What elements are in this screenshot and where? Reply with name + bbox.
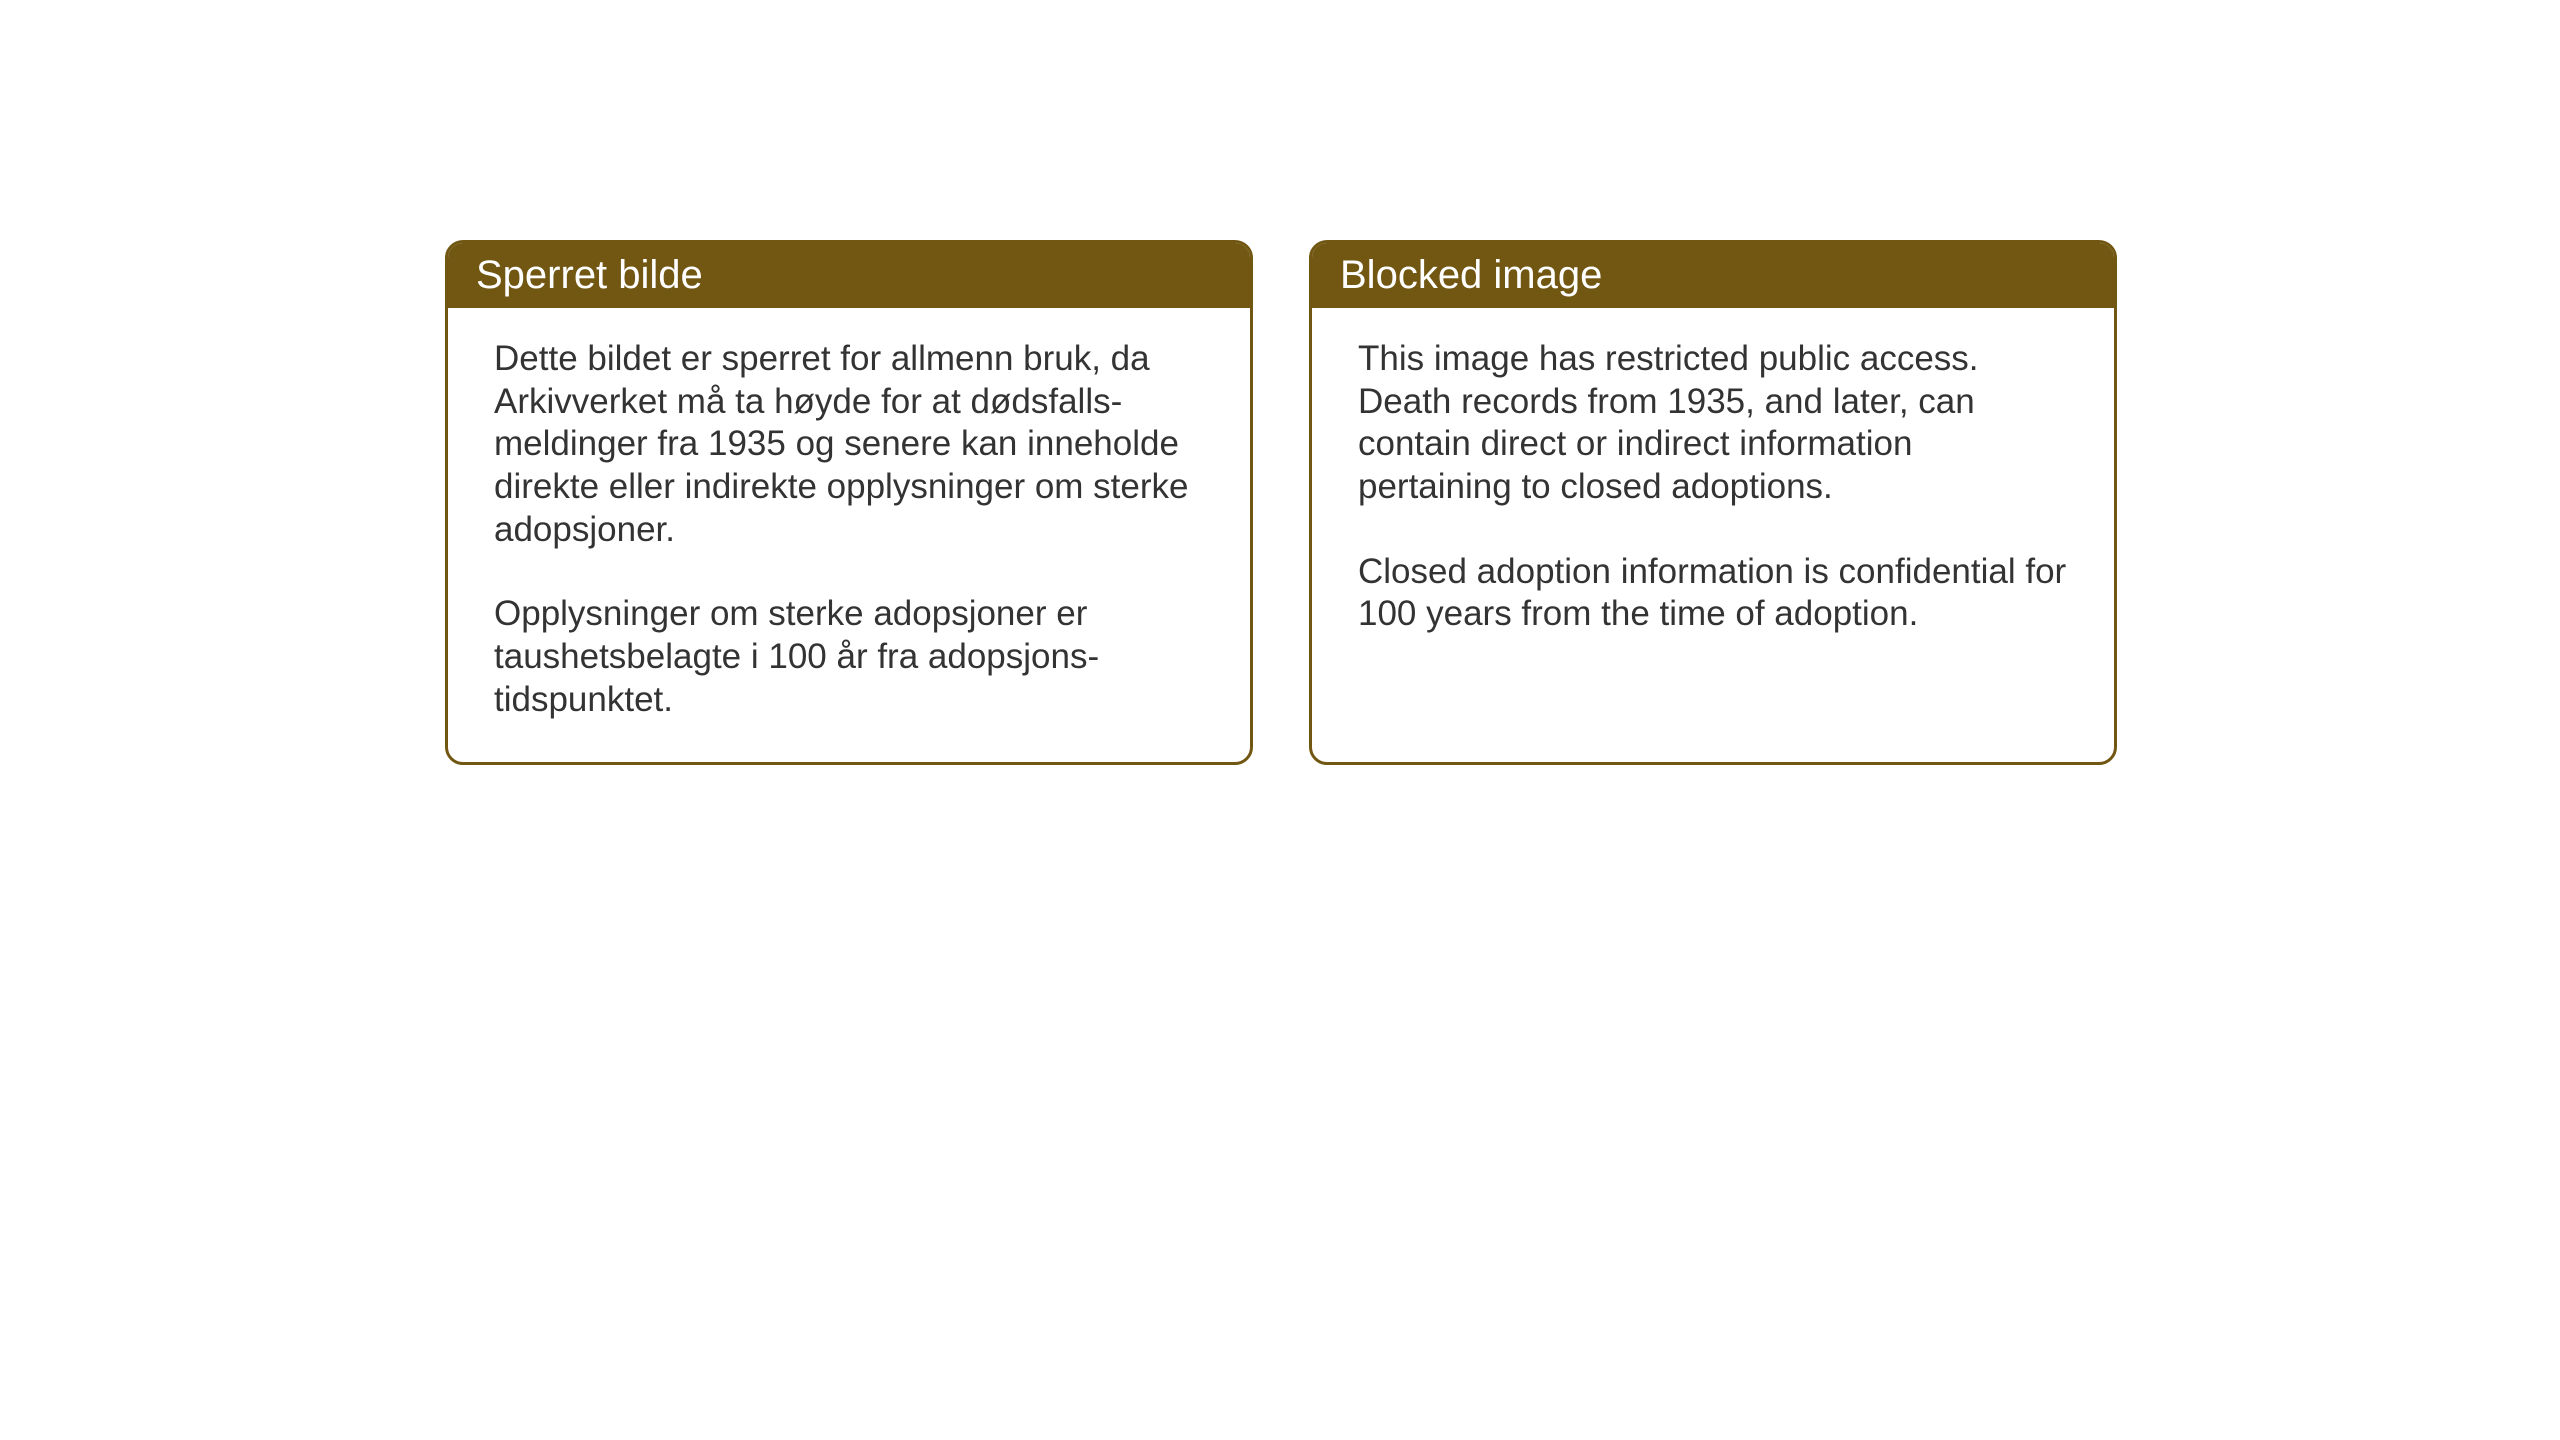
notice-paragraph1-norwegian: Dette bildet er sperret for allmenn bruk… bbox=[494, 338, 1204, 551]
notice-header-norwegian: Sperret bilde bbox=[448, 243, 1250, 308]
notice-card-norwegian: Sperret bilde Dette bildet er sperret fo… bbox=[445, 240, 1253, 765]
notice-title-english: Blocked image bbox=[1340, 253, 1602, 297]
notice-paragraph1-english: This image has restricted public access.… bbox=[1358, 338, 2068, 509]
notice-card-english: Blocked image This image has restricted … bbox=[1309, 240, 2117, 765]
notice-body-english: This image has restricted public access.… bbox=[1312, 308, 2114, 676]
notice-body-norwegian: Dette bildet er sperret for allmenn bruk… bbox=[448, 308, 1250, 762]
notice-container: Sperret bilde Dette bildet er sperret fo… bbox=[445, 240, 2117, 765]
notice-paragraph2-norwegian: Opplysninger om sterke adopsjoner er tau… bbox=[494, 593, 1204, 721]
notice-header-english: Blocked image bbox=[1312, 243, 2114, 308]
notice-title-norwegian: Sperret bilde bbox=[476, 253, 703, 297]
notice-paragraph2-english: Closed adoption information is confident… bbox=[1358, 551, 2068, 636]
